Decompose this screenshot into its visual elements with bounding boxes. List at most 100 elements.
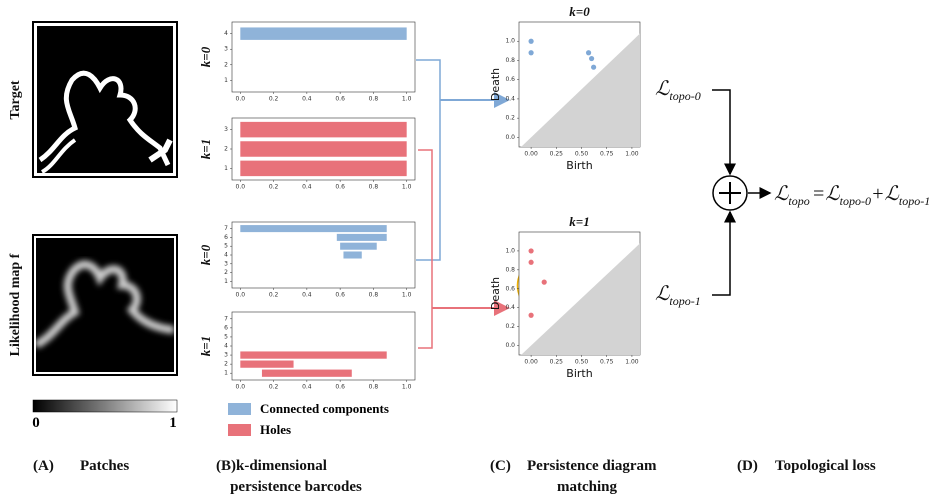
y-tick-label: 2 — [224, 269, 228, 276]
y-tick-label: 4 — [224, 343, 228, 350]
caption-letter: (A) — [33, 458, 54, 474]
y-tick-label: 0.0 — [505, 342, 515, 349]
y-tick-label: 1 — [224, 77, 228, 84]
x-tick-label: 0.0 — [236, 184, 246, 191]
barcode-bar — [240, 122, 406, 138]
diagram-point — [529, 50, 534, 55]
x-tick-label: 0.6 — [335, 384, 345, 391]
x-tick-label: 0.6 — [335, 96, 345, 103]
y-tick-label: 7 — [224, 225, 228, 232]
x-tick-label: 0.4 — [302, 96, 312, 103]
y-tick-label: 5 — [224, 333, 228, 340]
x-tick-label: 0.2 — [269, 384, 279, 391]
connector — [416, 60, 440, 260]
legend-label: Holes — [260, 422, 291, 437]
x-tick-label: 0.25 — [550, 359, 564, 366]
barcode-bar — [340, 243, 377, 250]
x-tick-label: 0.75 — [600, 151, 614, 158]
row-label: Target — [8, 80, 23, 119]
y-tick-label: 0.8 — [505, 266, 515, 273]
diagram-point — [542, 280, 547, 285]
y-tick-label: 5 — [224, 243, 228, 250]
diagram-title: k=0 — [569, 4, 590, 19]
x-tick-label: 0.50 — [575, 359, 589, 366]
legend-swatch — [228, 424, 251, 436]
diagram-point — [529, 260, 534, 265]
barcode-bar — [240, 141, 406, 157]
barcode-bar — [240, 27, 406, 39]
y-tick-label: 2 — [224, 361, 228, 368]
x-tick-label: 0.00 — [524, 151, 538, 158]
barcode-bar — [240, 161, 406, 177]
diagram-point — [586, 50, 591, 55]
x-tick-label: 0.4 — [302, 184, 312, 191]
likelihood-image — [33, 235, 177, 375]
legend-swatch — [228, 403, 251, 415]
y-tick-label: 0.8 — [505, 57, 515, 64]
x-axis-label: Birth — [566, 367, 592, 380]
y-axis-label: Death — [489, 277, 502, 310]
y-tick-label: 1 — [224, 278, 228, 285]
caption-text: k-dimensional — [236, 458, 327, 474]
row-label: Likelihood map f — [8, 253, 23, 356]
barcode-bar — [262, 370, 352, 377]
y-tick-label: 2 — [224, 61, 228, 68]
x-axis-label: Birth — [566, 159, 592, 172]
y-tick-label: 3 — [224, 352, 228, 359]
y-tick-label: 0.6 — [505, 285, 515, 292]
caption-letter: (D) — [737, 458, 758, 474]
y-tick-label: 4 — [224, 30, 228, 37]
diagram-point — [529, 248, 534, 253]
x-tick-label: 0.8 — [369, 384, 379, 391]
y-axis-label: Death — [489, 68, 502, 101]
x-tick-label: 0.4 — [302, 384, 312, 391]
colorbar-tick: 0 — [32, 415, 40, 431]
x-tick-label: 0.6 — [335, 292, 345, 299]
x-tick-label: 1.0 — [402, 384, 412, 391]
diagram-title: k=1 — [569, 214, 589, 229]
x-tick-label: 0.00 — [524, 359, 538, 366]
x-tick-label: 1.00 — [625, 359, 639, 366]
barcode-bar — [343, 251, 361, 258]
barcode-bar — [337, 234, 387, 241]
y-tick-label: 1.0 — [505, 247, 515, 254]
x-tick-label: 0.2 — [269, 184, 279, 191]
y-tick-label: 3 — [224, 126, 228, 133]
x-tick-label: 0.8 — [369, 184, 379, 191]
caption-letter: (B) — [216, 458, 236, 474]
y-tick-label: 0.0 — [505, 134, 515, 141]
y-tick-label: 0.4 — [505, 95, 515, 102]
x-tick-label: 1.0 — [402, 184, 412, 191]
target-image — [33, 22, 177, 177]
y-tick-label: 2 — [224, 146, 228, 153]
y-tick-label: 7 — [224, 315, 228, 322]
x-tick-label: 0.0 — [236, 384, 246, 391]
caption-text: Patches — [80, 458, 129, 474]
diagram-point — [591, 65, 596, 70]
y-tick-label: 3 — [224, 46, 228, 53]
x-tick-label: 0.8 — [369, 96, 379, 103]
x-tick-label: 1.00 — [625, 151, 639, 158]
caption-text: Topological loss — [775, 458, 876, 474]
loss-equation: ℒtopo=ℒtopo-0+ℒtopo-1 — [774, 183, 930, 208]
barcode-bar — [240, 225, 386, 232]
y-tick-label: 0.4 — [505, 304, 515, 311]
y-tick-label: 0.6 — [505, 76, 515, 83]
connector — [418, 150, 432, 348]
y-tick-label: 1 — [224, 370, 228, 377]
y-tick-label: 6 — [224, 234, 228, 241]
y-tick-label: 0.2 — [505, 323, 515, 330]
caption-text: Persistence diagram — [527, 458, 657, 474]
x-tick-label: 0.25 — [550, 151, 564, 158]
caption-letter: (C) — [490, 458, 511, 474]
x-tick-label: 0.2 — [269, 96, 279, 103]
k-label: k=0 — [198, 244, 213, 265]
arrow — [712, 212, 730, 295]
caption-text: matching — [557, 479, 618, 495]
colorbar — [33, 400, 177, 412]
colorbar-tick: 1 — [169, 415, 177, 431]
y-tick-label: 4 — [224, 252, 228, 259]
barcode-bar — [240, 351, 386, 358]
k-label: k=1 — [198, 336, 213, 356]
x-tick-label: 0.8 — [369, 292, 379, 299]
